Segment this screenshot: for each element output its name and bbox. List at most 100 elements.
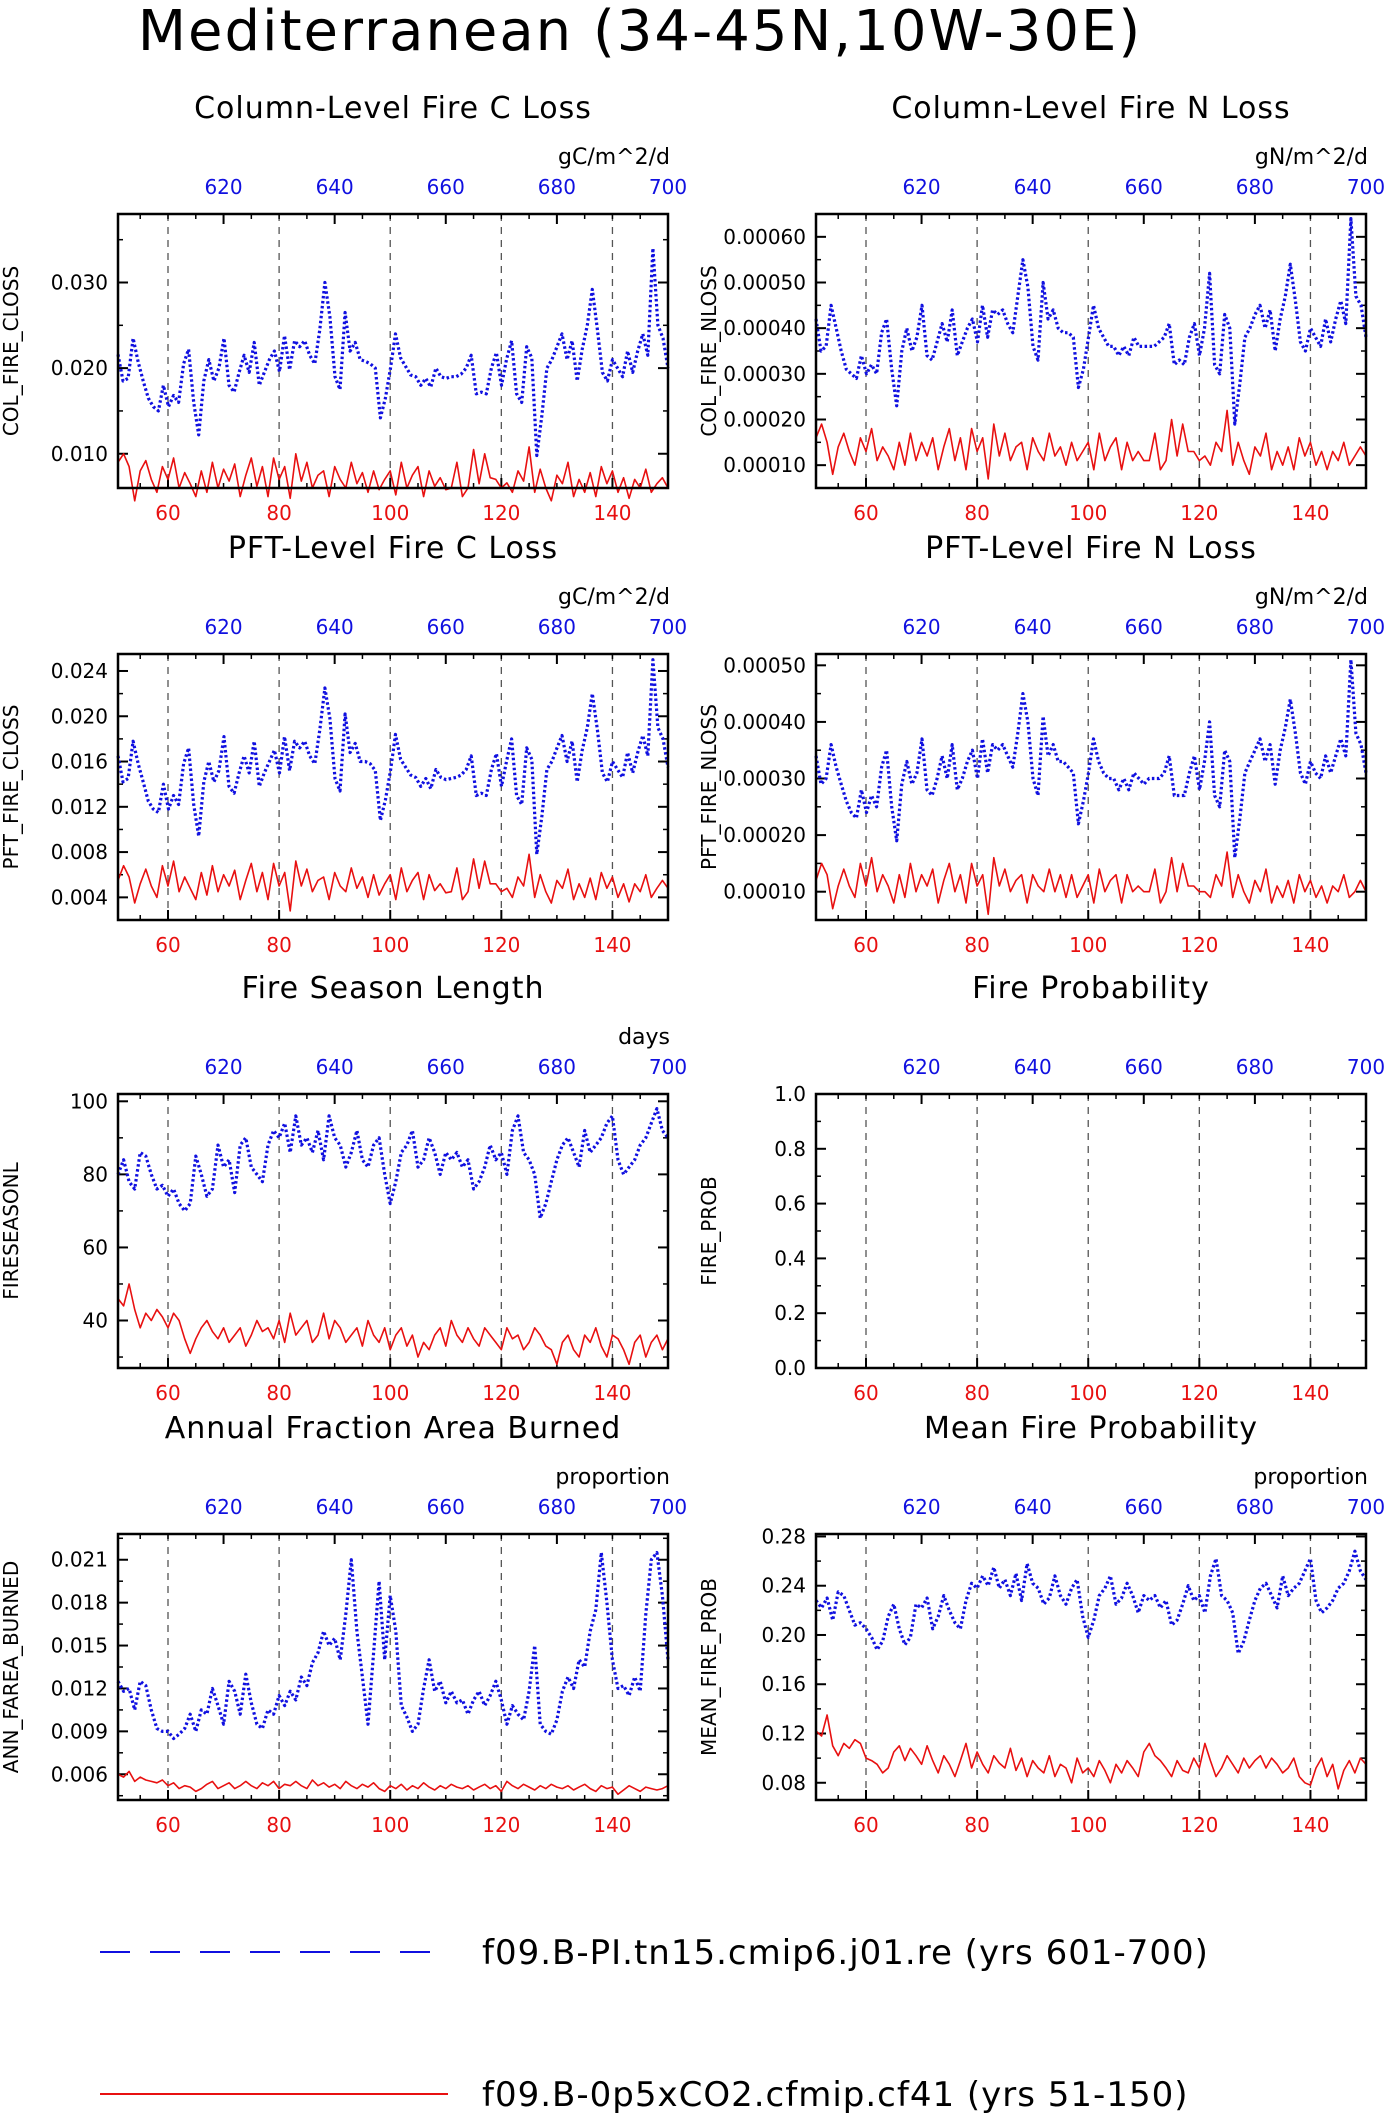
y-tick-label: 0.016 — [51, 750, 108, 774]
top-tick-label: 640 — [316, 1495, 354, 1519]
series-line-red — [815, 851, 1367, 916]
x-tick-label: 60 — [155, 1381, 180, 1405]
panel-title: Column-Level Fire C Loss — [194, 91, 592, 126]
plot-frame — [116, 1092, 670, 1370]
x-tick-label: 140 — [1291, 501, 1329, 525]
x-tick-label: 140 — [1291, 933, 1329, 957]
top-tick-label: 640 — [1014, 1495, 1052, 1519]
top-tick-label: 640 — [1014, 1055, 1052, 1079]
x-tick-label: 60 — [155, 933, 180, 957]
plot-frame — [814, 1532, 1368, 1802]
y-tick-label: 0.00050 — [723, 271, 806, 295]
panel-title: Column-Level Fire N Loss — [891, 91, 1290, 126]
units-label: gC/m^2/d — [558, 585, 670, 610]
top-tick-label: 640 — [1014, 615, 1052, 639]
x-tick-label: 80 — [266, 501, 291, 525]
units-label: proportion — [1253, 1465, 1368, 1490]
y-tick-label: 0.012 — [51, 795, 108, 819]
y-tick-label: 0.010 — [51, 442, 108, 466]
y-tick-label: 0.12 — [761, 1722, 806, 1746]
series-line-blue — [116, 246, 670, 458]
y-axis-label: PFT_FIRE_NLOSS — [697, 704, 721, 870]
top-tick-label: 620 — [902, 1495, 940, 1519]
top-tick-label: 620 — [204, 175, 242, 199]
y-tick-label: 0.00030 — [723, 767, 806, 791]
x-tick-label: 100 — [1069, 501, 1107, 525]
top-tick-label: 700 — [1347, 615, 1385, 639]
y-tick-label: 0.00030 — [723, 362, 806, 386]
top-tick-label: 700 — [1347, 175, 1385, 199]
x-tick-label: 100 — [1069, 1381, 1107, 1405]
plot-frame — [814, 212, 1368, 490]
x-tick-label: 140 — [1291, 1381, 1329, 1405]
x-tick-label: 60 — [853, 1381, 878, 1405]
panel-title: Fire Probability — [972, 971, 1210, 1006]
units-label: gC/m^2/d — [558, 145, 670, 170]
y-tick-label: 0.030 — [51, 271, 108, 295]
x-tick-label: 100 — [371, 501, 409, 525]
x-tick-label: 100 — [371, 933, 409, 957]
top-tick-label: 660 — [1125, 1055, 1163, 1079]
plot-frame — [116, 1532, 670, 1802]
x-tick-label: 100 — [371, 1381, 409, 1405]
y-tick-label: 0.00010 — [723, 880, 806, 904]
panel-title: Fire Season Length — [242, 971, 545, 1006]
y-tick-label: 0.08 — [761, 1771, 806, 1795]
series-line-red — [117, 446, 669, 502]
plot-frame — [814, 652, 1368, 922]
top-tick-label: 680 — [1236, 1055, 1274, 1079]
y-tick-label: 0.20 — [761, 1623, 806, 1647]
top-tick-label: 680 — [1236, 175, 1274, 199]
top-tick-label: 660 — [427, 175, 465, 199]
x-tick-label: 120 — [482, 1813, 520, 1837]
top-tick-label: 620 — [902, 615, 940, 639]
y-tick-label: 60 — [83, 1235, 108, 1259]
y-tick-label: 0.00040 — [723, 710, 806, 734]
x-tick-label: 80 — [266, 933, 291, 957]
y-axis-label: COL_FIRE_CLOSS — [0, 266, 23, 436]
series-line-blue — [814, 1549, 1368, 1656]
top-tick-label: 660 — [1125, 615, 1163, 639]
units-label: proportion — [555, 1465, 670, 1490]
y-tick-label: 0.2 — [774, 1301, 806, 1325]
top-tick-label: 680 — [538, 175, 576, 199]
top-tick-label: 640 — [316, 615, 354, 639]
y-tick-label: 0.018 — [51, 1591, 108, 1615]
x-tick-label: 120 — [1180, 1381, 1218, 1405]
panel-title: Annual Fraction Area Burned — [165, 1411, 622, 1446]
top-tick-label: 640 — [316, 175, 354, 199]
top-tick-label: 680 — [538, 1495, 576, 1519]
top-tick-label: 700 — [1347, 1055, 1385, 1079]
series-line-blue — [814, 217, 1368, 426]
y-tick-label: 0.00020 — [723, 823, 806, 847]
panel-title: Mean Fire Probability — [924, 1411, 1258, 1446]
units-label: days — [618, 1025, 670, 1050]
series-line-red — [117, 1770, 669, 1796]
top-tick-label: 680 — [538, 615, 576, 639]
top-tick-label: 620 — [204, 615, 242, 639]
chart-panel-8: Mean Fire Probability proportion MEAN_FIRE… — [697, 1411, 1385, 1837]
y-tick-label: 0.015 — [51, 1634, 108, 1658]
x-tick-label: 80 — [266, 1813, 291, 1837]
y-tick-label: 80 — [83, 1162, 108, 1186]
legend-label-2: f09.B-0p5xCO2.cfmip.cf41 (yrs 51-150) — [482, 2075, 1188, 2115]
y-tick-label: 0.6 — [774, 1192, 806, 1216]
x-tick-label: 80 — [964, 1381, 989, 1405]
chart-panel-7: Annual Fraction Area Burned proportion ANN… — [0, 1411, 687, 1837]
top-tick-label: 660 — [427, 1055, 465, 1079]
y-tick-label: 0.8 — [774, 1137, 806, 1161]
x-tick-label: 60 — [853, 1813, 878, 1837]
top-tick-label: 640 — [316, 1055, 354, 1079]
series-line-blue — [814, 658, 1368, 860]
chart-panel-2: Column-Level Fire N Loss gN/m^2/d COL_FIRE… — [697, 91, 1385, 525]
y-tick-label: 0.020 — [51, 356, 108, 380]
x-tick-label: 100 — [1069, 933, 1107, 957]
series-line-red — [117, 853, 669, 912]
x-tick-label: 80 — [964, 501, 989, 525]
x-tick-label: 140 — [593, 1381, 631, 1405]
x-tick-label: 80 — [266, 1381, 291, 1405]
top-tick-label: 660 — [427, 1495, 465, 1519]
page-title: Mediterranean (34-45N,10W-30E) — [138, 0, 1143, 64]
top-tick-label: 660 — [427, 615, 465, 639]
